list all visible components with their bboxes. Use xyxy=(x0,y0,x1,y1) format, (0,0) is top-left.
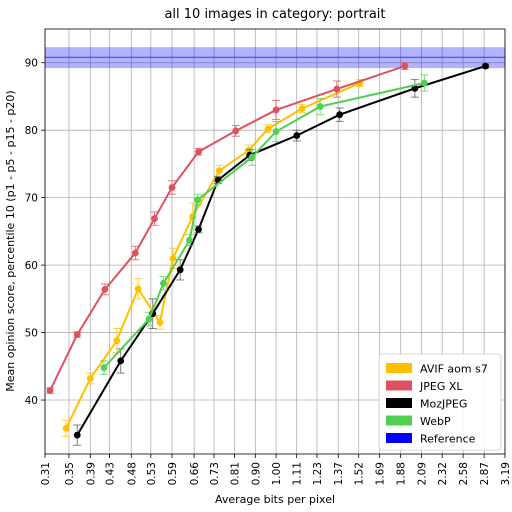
data-point xyxy=(272,128,280,135)
data-point xyxy=(156,319,164,326)
data-point xyxy=(73,331,81,338)
legend-label: AVIF aom s7 xyxy=(420,363,488,376)
x-tick-label: 0.81 xyxy=(230,462,242,485)
series-avif-aom-s7 xyxy=(62,79,365,437)
x-tick-label: 0.73 xyxy=(209,462,221,485)
y-tick-label: 60 xyxy=(25,260,38,272)
data-point xyxy=(333,85,341,93)
y-axis-label: Mean opinion score, percentile 10 (p1 - … xyxy=(4,90,17,391)
y-tick-label: 70 xyxy=(25,193,38,205)
data-point xyxy=(186,236,193,244)
data-point xyxy=(401,62,409,70)
x-tick-label: 0.39 xyxy=(85,462,97,485)
data-point xyxy=(194,196,202,204)
legend-swatch xyxy=(386,398,412,408)
legend-label: Reference xyxy=(420,433,476,446)
y-axis: 40 50 60 70 80 90 xyxy=(25,58,45,407)
x-tick-label: 2.87 xyxy=(479,462,491,485)
x-tick-label: 0.90 xyxy=(250,462,262,485)
plot-frame xyxy=(44,28,506,455)
x-tick-label: 2.58 xyxy=(458,462,470,485)
data-point xyxy=(62,424,70,432)
data-point xyxy=(264,125,272,133)
y-tick-label: 80 xyxy=(25,125,38,137)
data-point xyxy=(215,167,223,175)
x-tick-label: 3.19 xyxy=(500,462,512,485)
legend-swatch xyxy=(386,363,412,373)
x-axis: 0.31 0.35 0.39 0.43 0.48 0.53 0.59 0.66 0.73 0.81… xyxy=(40,454,512,485)
data-point xyxy=(117,357,125,365)
data-point xyxy=(272,106,280,114)
data-point xyxy=(195,148,202,156)
legend-swatch xyxy=(386,433,412,443)
data-point xyxy=(100,364,108,372)
y-tick-label: 40 xyxy=(25,395,38,407)
data-point xyxy=(298,105,306,113)
x-tick-label: 1.69 xyxy=(375,462,387,485)
legend-swatch xyxy=(386,415,412,426)
x-tick-label: 0.59 xyxy=(167,462,179,485)
data-point xyxy=(46,387,54,394)
x-tick-label: 0.66 xyxy=(189,462,201,486)
y-tick-label: 90 xyxy=(25,58,38,70)
x-tick-label: 1.00 xyxy=(271,462,283,485)
legend-label: MozJPEG xyxy=(420,398,467,411)
legend-label: JPEG XL xyxy=(419,380,463,393)
data-point xyxy=(169,254,177,262)
x-axis-label: Average bits per pixel xyxy=(215,493,335,506)
x-tick-label: 2.09 xyxy=(417,462,429,485)
data-point xyxy=(73,431,81,439)
data-point xyxy=(86,375,94,382)
legend-box xyxy=(378,353,502,451)
chart-title: all 10 images in category: portrait xyxy=(164,7,385,22)
data-point xyxy=(131,249,139,257)
x-tick-label: 0.35 xyxy=(64,462,76,485)
series-webp xyxy=(99,74,429,375)
data-point xyxy=(134,285,142,293)
legend: AVIF aom s7 JPEG XL MozJPEG WebP Reference xyxy=(378,353,502,451)
data-point xyxy=(145,315,153,323)
y-tick-label: 50 xyxy=(25,328,38,340)
data-point xyxy=(113,337,121,345)
data-point xyxy=(160,279,167,287)
data-point xyxy=(316,103,324,110)
data-point xyxy=(248,153,256,161)
data-point xyxy=(168,184,176,191)
legend-swatch xyxy=(386,380,412,391)
reference-band xyxy=(45,47,505,69)
x-tick-label: 0.31 xyxy=(40,462,52,485)
x-tick-label: 0.48 xyxy=(126,462,138,485)
data-point xyxy=(151,215,158,222)
series-layer xyxy=(46,62,490,446)
x-tick-label: 1.37 xyxy=(333,462,345,485)
data-point xyxy=(336,111,344,119)
data-point xyxy=(293,132,301,139)
x-tick-label: 2.32 xyxy=(437,462,449,485)
series-line xyxy=(65,82,361,429)
x-tick-label: 1.23 xyxy=(312,462,324,485)
data-point xyxy=(195,225,202,233)
x-tick-label: 0.43 xyxy=(105,462,117,485)
data-point xyxy=(232,127,240,135)
x-tick-label: 1.11 xyxy=(292,462,304,485)
data-point xyxy=(176,266,184,274)
legend-label: WebP xyxy=(420,415,451,428)
x-tick-label: 0.53 xyxy=(146,462,158,485)
x-tick-label: 1.88 xyxy=(396,462,408,485)
data-point xyxy=(411,84,419,92)
data-point xyxy=(101,285,109,293)
data-point xyxy=(482,62,489,70)
series-jpeg-xl xyxy=(46,62,409,394)
data-point xyxy=(420,79,428,87)
x-tick-label: 1.52 xyxy=(354,462,366,485)
